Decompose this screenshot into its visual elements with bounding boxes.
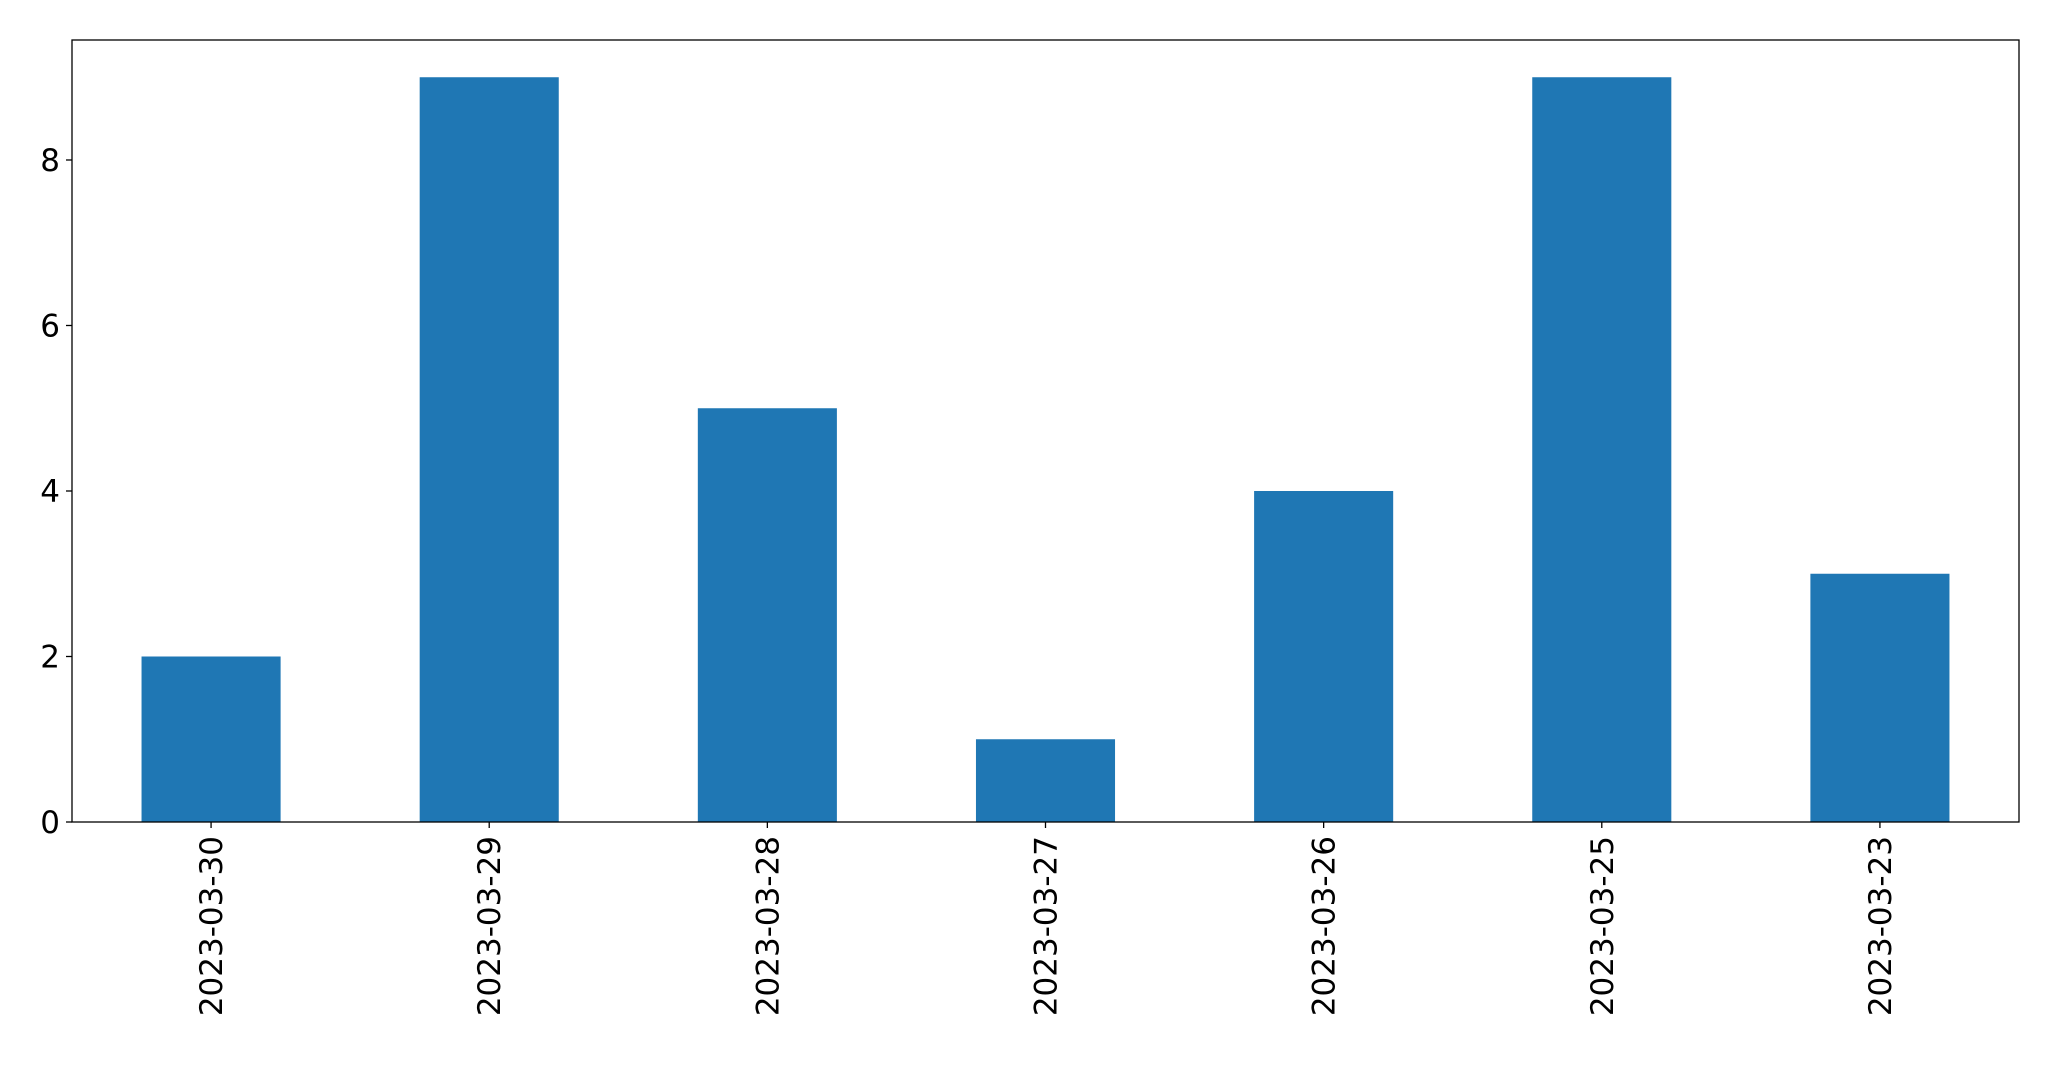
x-tick-label: 2023-03-26 [1307,836,1343,1016]
bar-2023-03-25 [1532,77,1672,822]
bar-2023-03-26 [1254,490,1394,822]
y-tick-label: 8 [40,143,60,179]
x-tick-label: 2023-03-28 [750,836,786,1016]
bar-2023-03-28 [697,408,837,822]
bar-2023-03-30 [141,656,281,822]
bar-2023-03-27 [975,739,1116,822]
bar-2023-03-29 [419,77,559,822]
y-tick-label: 0 [40,805,60,841]
x-tick-label: 2023-03-25 [1585,836,1621,1016]
y-tick-label: 6 [40,308,60,344]
x-tick-label: 2023-03-23 [1863,836,1899,1016]
x-tick-label: 2023-03-27 [1029,836,1065,1016]
bar-2023-03-23 [1810,573,1950,822]
plot-frame [71,39,2020,823]
y-tick-label: 2 [40,639,60,675]
y-tick-label: 4 [40,474,60,510]
x-tick-label: 2023-03-30 [194,836,230,1016]
x-tick-label: 2023-03-29 [472,836,508,1016]
